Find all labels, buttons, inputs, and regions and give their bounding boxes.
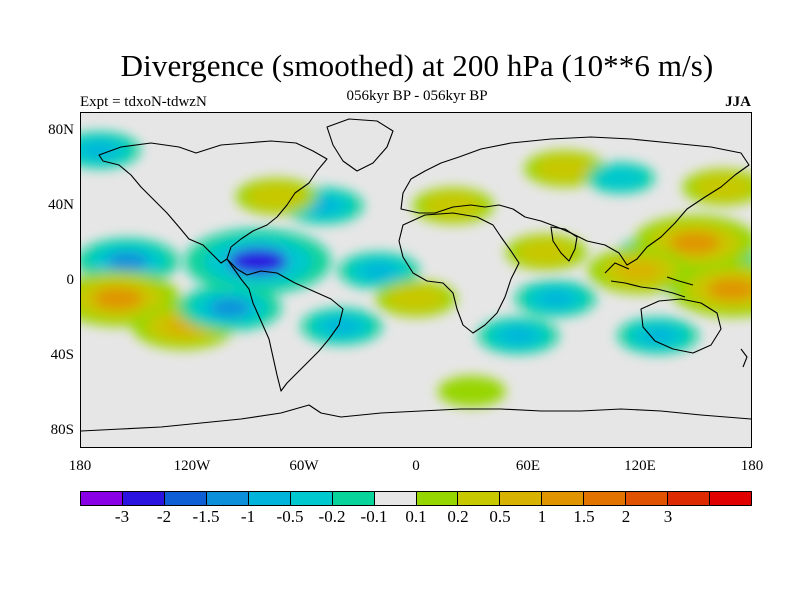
- colorbar-cell: [710, 492, 751, 505]
- field-contour-core: [228, 248, 288, 275]
- field-contour-core: [641, 328, 675, 344]
- coastline-australia: [640, 298, 722, 354]
- lat-label: 40N: [48, 197, 74, 213]
- coastline-eurasia: [400, 136, 750, 266]
- colorbar: [80, 491, 752, 506]
- colorbar-cell: [542, 492, 585, 505]
- colorbar-label: 0.1: [405, 507, 427, 526]
- colorbar-label: -2: [156, 507, 172, 526]
- field-contour-core: [529, 244, 563, 260]
- colorbar-cell: [206, 492, 249, 505]
- colorbar-cell: [81, 492, 123, 505]
- colorbar-cell: [332, 492, 375, 505]
- experiment-label: Expt = tdxoN-tdwzN: [80, 94, 207, 110]
- colorbar-cell: [668, 492, 711, 505]
- lat-label: 40S: [50, 347, 74, 363]
- lon-label: 0: [412, 458, 420, 474]
- colorbar-label: -3: [114, 507, 130, 526]
- colorbar-label: -0.1: [360, 507, 388, 526]
- coastline-north-america: [98, 140, 328, 264]
- lon-label: 60E: [515, 458, 541, 474]
- field-contour-core: [457, 385, 486, 398]
- lon-label: 180: [740, 458, 764, 474]
- field-contour-core: [501, 328, 535, 344]
- season-label: JJA: [725, 94, 751, 110]
- field-contour-core: [707, 278, 751, 301]
- colorbar-cell: [374, 492, 417, 505]
- field-contour-core: [548, 161, 582, 177]
- colorbar-cell: [458, 492, 501, 505]
- field-contour-core: [106, 252, 149, 271]
- field-contour-core: [325, 318, 359, 334]
- divergence-map: [81, 118, 751, 432]
- lat-label: 0: [66, 272, 75, 288]
- lon-label: 60W: [289, 458, 319, 474]
- map-panel: [80, 112, 752, 448]
- colorbar-cell: [290, 492, 333, 505]
- colorbar-cell: [500, 492, 543, 505]
- colorbar-label: -1: [240, 507, 256, 526]
- colorbar-label: 0.5: [489, 507, 511, 526]
- field-contour-core: [208, 298, 251, 318]
- colorbar-cell: [248, 492, 291, 505]
- lon-label: 120W: [173, 458, 211, 474]
- coastline-greenland: [326, 118, 394, 172]
- field-contour-core: [399, 291, 433, 306]
- colorbar-label: 2: [621, 507, 631, 526]
- lat-label: 80S: [50, 422, 74, 438]
- lon-label: 120E: [624, 458, 656, 474]
- colorbar-label: 3: [663, 507, 673, 526]
- colorbar-cell: [626, 492, 669, 505]
- lat-label: 80N: [48, 122, 74, 138]
- colorbar-cell: [416, 492, 459, 505]
- field-contour-core: [539, 291, 573, 306]
- coastline-new-zealand: [740, 348, 748, 368]
- lon-label: 180: [68, 458, 92, 474]
- colorbar-label: -0.2: [318, 507, 346, 526]
- plot-subtitle: 056kyr BP - 056kyr BP: [346, 88, 488, 104]
- colorbar-label: -1.5: [192, 507, 220, 526]
- colorbar-cell: [584, 492, 627, 505]
- field-contour-core: [259, 189, 293, 204]
- coastline-india: [550, 226, 578, 262]
- colorbar-label: 1: [537, 507, 547, 526]
- coastline-africa: [398, 212, 520, 334]
- colorbar-label: 1.5: [573, 507, 595, 526]
- field-contour-core: [92, 287, 144, 310]
- field-contour-core: [83, 142, 117, 158]
- field-contour-core: [362, 263, 396, 279]
- coastline-indonesia: [604, 262, 694, 298]
- coastline-antarctica: [81, 404, 751, 432]
- colorbar-label: -0.5: [276, 507, 304, 526]
- field-contour-core: [618, 261, 661, 281]
- plot-title: Divergence (smoothed) at 200 hPa (10**6 …: [120, 48, 714, 83]
- field-contour-core: [669, 231, 721, 255]
- colorbar-cell: [164, 492, 207, 505]
- coastline-south-america: [226, 258, 344, 392]
- colorbar-label: 0.2: [447, 507, 469, 526]
- field-contour-core: [606, 171, 635, 185]
- colorbar-cell: [122, 492, 165, 505]
